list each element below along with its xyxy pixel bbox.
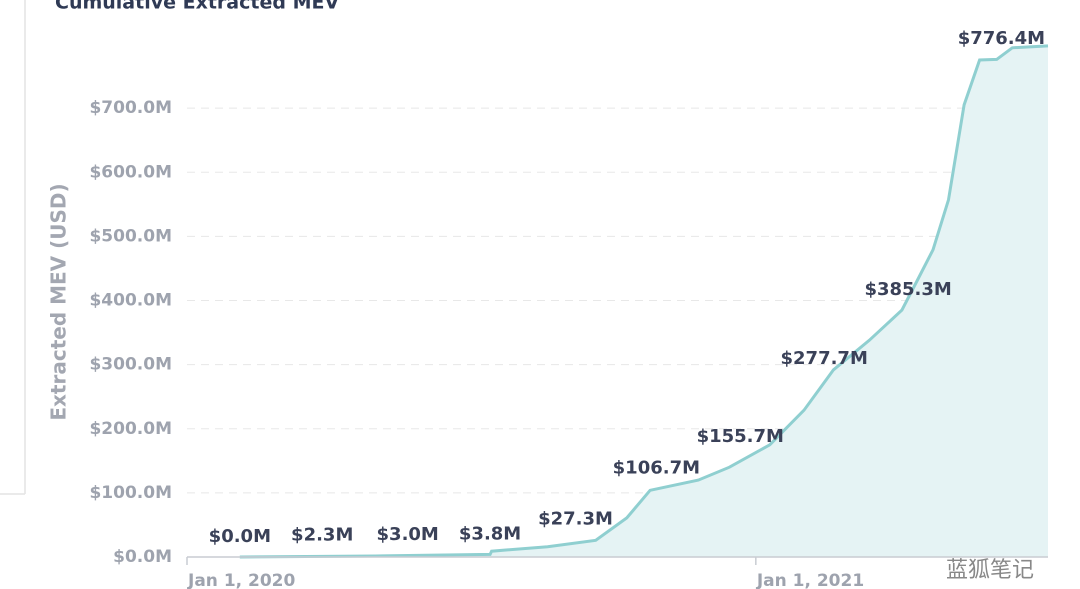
watermark: 蓝狐笔记 <box>946 558 1034 583</box>
y-tick-label: $200.0M <box>89 419 172 439</box>
chart-title: Cumulative Extracted MEV <box>55 0 339 14</box>
data-label: $385.3M <box>864 279 951 300</box>
x-tick-label: Jan 1, 2021 <box>756 571 864 589</box>
y-tick-label: $300.0M <box>89 355 172 375</box>
data-label: $776.4M <box>958 28 1045 49</box>
line <box>239 44 1049 559</box>
data-label: $3.0M <box>377 524 439 545</box>
data-label: $155.7M <box>697 426 784 447</box>
data-label: $3.8M <box>459 524 521 545</box>
data-label: $27.3M <box>538 508 613 529</box>
data-label: $0.0M <box>209 526 271 547</box>
y-tick-label: $100.0M <box>89 483 172 503</box>
data-label: $277.7M <box>781 348 868 369</box>
y-tick-label: $700.0M <box>89 98 172 118</box>
y-tick-label: $0.0M <box>113 547 172 567</box>
x-tick-label: Jan 1, 2020 <box>187 571 296 589</box>
y-tick-label: $600.0M <box>89 162 172 182</box>
data-label: $106.7M <box>613 458 700 479</box>
y-axis-title: Extracted MEV (USD) <box>47 183 71 420</box>
y-tick-label: $500.0M <box>89 226 172 246</box>
y-tick-label: $400.0M <box>89 291 172 311</box>
area <box>239 45 1049 558</box>
data-label: $2.3M <box>291 525 353 546</box>
